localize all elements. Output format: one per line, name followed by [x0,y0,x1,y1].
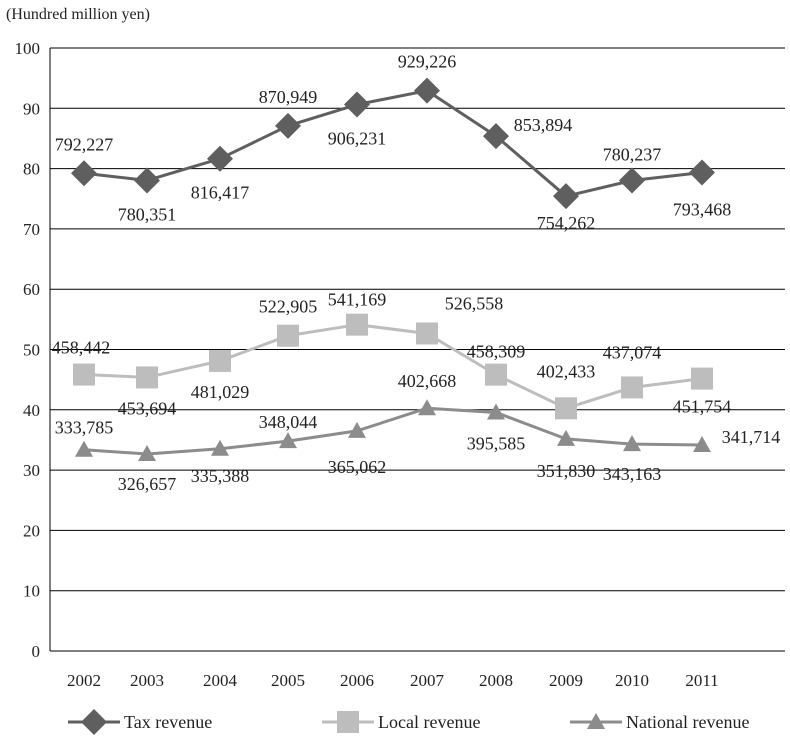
square-marker [485,363,507,386]
y-tick-label: 20 [23,521,40,540]
legend: Tax revenue Local revenue National revenue [68,709,749,735]
data-label: 458,309 [467,342,526,362]
data-label: 780,351 [118,204,177,224]
y-tick-label: 70 [23,220,40,239]
legend-square-marker [337,711,359,733]
x-tick-label: 2010 [615,671,649,690]
data-label: 526,558 [445,293,504,313]
y-tick-label: 30 [23,461,40,480]
data-label: 929,226 [398,52,457,72]
triangle-marker [279,432,297,449]
data-label: 335,388 [191,466,250,486]
data-label: 792,227 [55,134,114,154]
diamond-marker [619,167,645,194]
diamond-marker [207,145,233,172]
y-axis-unit-label: (Hundred million yen) [6,6,150,23]
data-label: 437,074 [603,342,662,362]
data-label: 326,657 [118,474,177,494]
diamond-marker [134,167,160,194]
square-marker [277,324,299,347]
data-label: 402,433 [537,361,596,381]
x-tick-label: 2011 [685,671,718,690]
diamond-marker [344,91,370,118]
y-tick-label: 100 [15,39,41,58]
y-axis: 0 10 20 30 40 50 60 70 80 90 100 [15,39,51,661]
triangle-marker [557,429,575,446]
diamond-marker [483,123,509,150]
legend-triangle-marker [587,713,605,729]
data-label: 348,044 [259,412,318,432]
data-label: 481,029 [191,382,250,402]
square-marker [73,363,95,386]
square-marker [346,313,368,336]
square-marker [555,397,577,420]
y-tick-label: 0 [32,642,41,661]
y-tick-label: 90 [23,99,40,118]
legend-label: National revenue [626,712,749,732]
x-axis: 2002 2003 2004 2005 2006 2007 2008 2009 2010 2011 [50,650,785,690]
triangle-marker [623,435,641,452]
data-label: 522,905 [259,297,318,317]
triangle-marker [75,440,93,457]
data-label: 365,062 [328,457,387,477]
data-label: 754,262 [537,213,596,233]
legend-label: Tax revenue [124,712,212,732]
series-markers [71,77,715,462]
data-label: 343,163 [603,464,662,484]
data-labels: 792,227 780,351 816,417 870,949 906,231 929,2… [52,52,781,494]
x-tick-label: 2003 [130,671,164,690]
legend-diamond-marker [81,709,107,735]
triangle-marker [138,445,156,462]
data-label: 793,468 [673,200,732,220]
triangle-marker [348,421,366,438]
square-marker [691,367,713,390]
series-line-triangle [83,406,703,456]
gridlines [50,47,785,592]
square-marker [621,376,643,399]
y-tick-label: 50 [23,341,40,360]
data-label: 458,442 [52,338,111,358]
square-marker [136,366,158,389]
data-label: 853,894 [514,115,573,135]
y-tick-label: 40 [23,401,40,420]
data-label: 341,714 [722,427,781,447]
series-line-square [83,323,703,410]
triangle-marker [487,403,505,420]
diamond-marker [689,159,715,186]
diamond-marker [275,112,301,139]
triangle-marker [693,435,711,452]
x-tick-label: 2007 [410,671,445,690]
data-label: 453,694 [118,398,177,418]
data-label: 906,231 [328,129,387,149]
x-tick-label: 2009 [549,671,583,690]
x-tick-label: 2008 [479,671,513,690]
square-marker [416,322,438,345]
y-tick-label: 60 [23,280,40,299]
triangle-marker [211,439,229,456]
diamond-marker [414,77,440,104]
data-label: 451,754 [673,397,732,417]
series-line-diamond [83,89,703,198]
data-label: 351,830 [537,461,596,481]
square-marker [209,349,231,372]
data-label: 870,949 [259,87,318,107]
diamond-marker [71,160,97,187]
diamond-marker [553,183,579,210]
data-label: 333,785 [55,418,114,438]
triangle-marker [418,399,436,416]
y-tick-label: 80 [23,160,40,179]
x-tick-label: 2006 [340,671,374,690]
data-label: 395,585 [467,433,526,453]
data-label: 780,237 [603,145,662,165]
y-tick-label: 10 [23,582,40,601]
x-tick-label: 2004 [203,671,238,690]
data-label: 816,417 [191,183,250,203]
legend-label: Local revenue [378,712,480,732]
x-tick-label: 2005 [271,671,305,690]
data-label: 402,668 [398,371,457,391]
data-label: 541,169 [328,290,387,310]
x-tick-label: 2002 [67,671,101,690]
series-lines [83,89,703,456]
